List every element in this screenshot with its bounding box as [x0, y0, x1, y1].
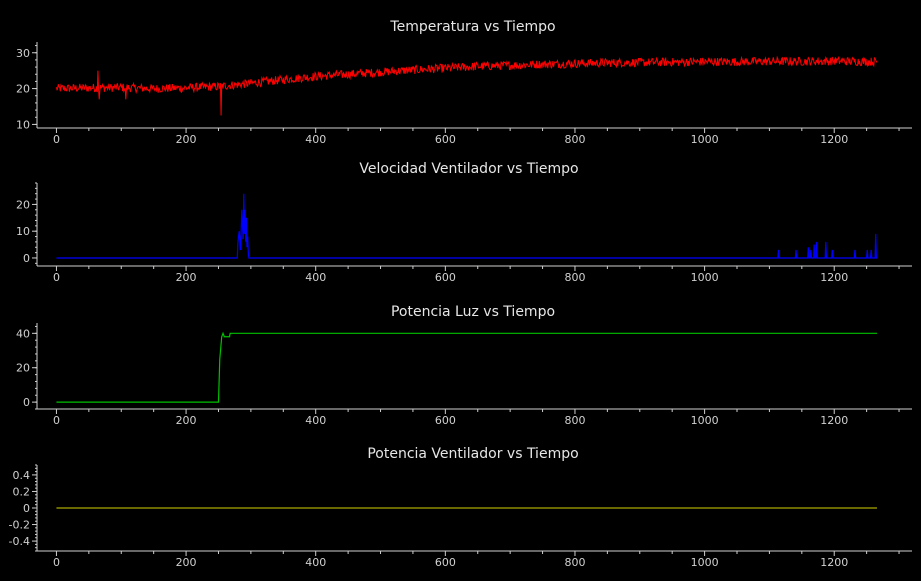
y-tick-label: 20 — [16, 198, 30, 211]
x-tick-label: 400 — [305, 414, 326, 427]
x-tick-label: 0 — [53, 414, 60, 427]
x-tick-label: 1000 — [691, 414, 719, 427]
x-tick-label: 800 — [564, 556, 585, 569]
y-tick-label: 0 — [23, 502, 30, 515]
chart-title: Temperatura vs Tiempo — [389, 19, 555, 35]
y-tick-label: 20 — [16, 83, 30, 96]
y-tick-label: 30 — [16, 47, 30, 60]
y-tick-label: 40 — [16, 327, 30, 340]
x-tick-label: 800 — [564, 414, 585, 427]
x-tick-label: 1000 — [691, 271, 719, 284]
x-tick-label: 400 — [305, 271, 326, 284]
x-tick-label: 1200 — [820, 556, 848, 569]
series-line — [56, 331, 877, 403]
fan-speed-chart: Velocidad Ventilador vs Tiempo 0 200 400 60… — [16, 161, 912, 284]
series-line — [55, 55, 878, 116]
chart-title: Potencia Luz vs Tiempo — [391, 304, 555, 320]
x-tick-label: 400 — [305, 556, 326, 569]
fan-power-chart: Potencia Ventilador vs Tiempo 0 200 400 600… — [9, 446, 912, 569]
light-power-chart: Potencia Luz vs Tiempo 0 200 400 600 800 1000… — [16, 304, 912, 427]
x-tick-label: 600 — [435, 133, 456, 146]
y-tick-label: 0.2 — [13, 485, 31, 498]
y-tick-label: 0 — [23, 252, 30, 265]
x-tick-label: 1200 — [820, 271, 848, 284]
x-tick-label: 0 — [53, 556, 60, 569]
x-tick-label: 1200 — [820, 133, 848, 146]
y-tick-label: -0.2 — [9, 519, 30, 532]
x-tick-label: 200 — [176, 133, 197, 146]
x-tick-label: 600 — [435, 414, 456, 427]
chart-title: Potencia Ventilador vs Tiempo — [367, 446, 578, 462]
x-tick-label: 200 — [176, 556, 197, 569]
x-tick-label: 800 — [564, 271, 585, 284]
x-tick-label: 400 — [305, 133, 326, 146]
x-tick-label: 600 — [435, 556, 456, 569]
y-tick-label: 10 — [16, 118, 30, 131]
series-line — [56, 193, 877, 259]
x-tick-label: 0 — [53, 271, 60, 284]
y-tick-label: 10 — [16, 225, 30, 238]
x-tick-label: 1200 — [820, 414, 848, 427]
chart-title: Velocidad Ventilador vs Tiempo — [359, 161, 578, 177]
x-tick-label: 0 — [53, 133, 60, 146]
y-tick-label: 20 — [16, 362, 30, 375]
x-tick-label: 1000 — [691, 133, 719, 146]
x-tick-label: 1000 — [691, 556, 719, 569]
x-tick-label: 200 — [176, 271, 197, 284]
y-tick-label: -0.4 — [9, 535, 30, 548]
temperature-chart: Temperatura vs Tiempo 0 200 400 600 800 1000 1… — [16, 19, 912, 146]
y-tick-label: 0.4 — [13, 469, 31, 482]
x-tick-label: 200 — [176, 414, 197, 427]
x-tick-label: 600 — [435, 271, 456, 284]
y-tick-label: 0 — [23, 396, 30, 409]
x-tick-label: 800 — [564, 133, 585, 146]
